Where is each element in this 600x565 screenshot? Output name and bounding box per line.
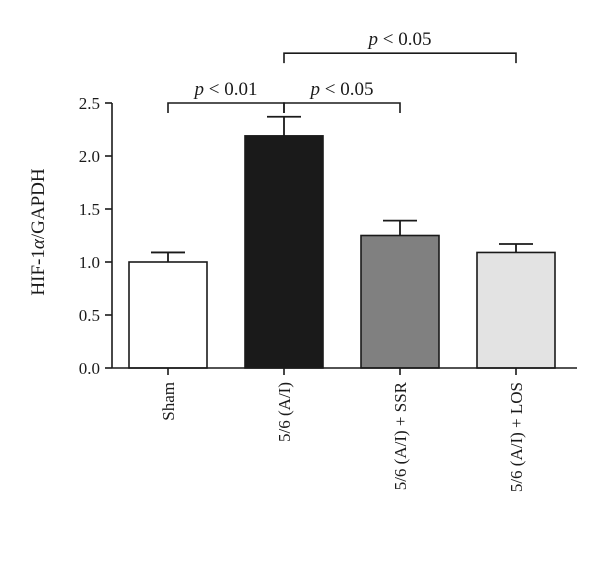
bar bbox=[244, 135, 324, 369]
category-labels-group: Sham 5/6 (A/I) 5/6 (A/I) + SSR 5/6 (A/I) + … bbox=[159, 381, 526, 492]
error-bar bbox=[383, 219, 417, 236]
significance-bracket bbox=[283, 102, 401, 113]
category-label: Sham bbox=[159, 382, 178, 421]
significance-bracket bbox=[167, 102, 285, 113]
bar bbox=[476, 251, 556, 369]
y-tick-label: 0.5 bbox=[79, 306, 100, 325]
significance-group: p < 0.01 p < 0.05 p < 0.05 bbox=[167, 29, 517, 113]
y-axis-label-greek: α bbox=[28, 238, 49, 249]
y-tick-label: 1.5 bbox=[79, 200, 100, 219]
error-bar bbox=[267, 115, 301, 136]
error-bar bbox=[151, 251, 185, 262]
error-bar bbox=[499, 243, 533, 253]
bar bbox=[128, 261, 208, 369]
significance-label: p < 0.01 bbox=[193, 79, 258, 100]
y-tick-label: 2.5 bbox=[79, 94, 100, 113]
significance-label: p < 0.05 bbox=[309, 79, 374, 100]
category-label: 5/6 (A/I) bbox=[275, 382, 294, 442]
category-label: 5/6 (A/I) + SSR bbox=[391, 381, 410, 490]
y-tick-label: 1.0 bbox=[79, 253, 100, 272]
category-label: 5/6 (A/I) + LOS bbox=[507, 382, 526, 492]
x-ticks-group bbox=[167, 368, 517, 375]
error-bars-group bbox=[151, 115, 533, 262]
bars-group bbox=[128, 135, 556, 369]
y-axis-label-prefix: HIF-1 bbox=[28, 249, 49, 295]
y-tick-label: 0.0 bbox=[79, 359, 100, 378]
y-tick-label: 2.0 bbox=[79, 147, 100, 166]
bar bbox=[360, 234, 440, 369]
y-axis-label-suffix: /GAPDH bbox=[28, 168, 49, 239]
y-axis-label: HIF-1α/GAPDH bbox=[28, 168, 49, 295]
significance-bracket bbox=[283, 52, 517, 64]
y-ticks-group: 0.0 0.5 1.0 1.5 2.0 2.5 bbox=[79, 94, 112, 378]
significance-label: p < 0.05 bbox=[367, 29, 432, 50]
